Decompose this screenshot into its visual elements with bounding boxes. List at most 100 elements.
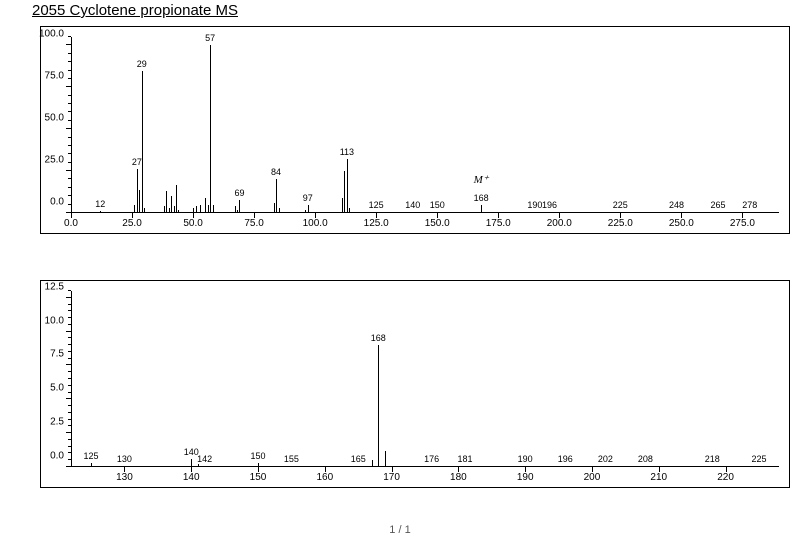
spectrum-peak: [376, 212, 377, 213]
spectrum-peak: [645, 466, 646, 467]
spectrum-peak: [605, 466, 606, 467]
spectrum-peak: [347, 159, 348, 213]
peak-label: 278: [742, 200, 757, 210]
peak-label: 196: [542, 200, 557, 210]
x-tick-label: 190: [517, 467, 534, 483]
spectrum-peak: [344, 171, 345, 213]
spectrum-peak: [291, 466, 292, 467]
spectrum-peak: [196, 206, 197, 213]
spectrum-peak: [378, 345, 379, 467]
x-tick-label: 160: [316, 467, 333, 483]
peak-label: 97: [303, 193, 313, 203]
peak-label: 248: [669, 200, 684, 210]
peak-label: 208: [638, 454, 653, 464]
spectrum-peak: [171, 196, 172, 213]
spectrum-peak: [372, 460, 373, 467]
spectrum-peak: [535, 212, 536, 213]
spectrum-peak: [235, 206, 236, 213]
spectrum-peak: [239, 200, 240, 213]
spectrum-peak: [237, 210, 238, 213]
spectrum-peak: [305, 210, 306, 213]
spectrum-peak: [200, 205, 201, 213]
x-tick-label: 275.0: [730, 213, 755, 229]
peak-label: 196: [558, 454, 573, 464]
spectrum-peak: [349, 208, 350, 213]
spectrum-peak: [134, 205, 135, 213]
spectrum-peak: [191, 459, 192, 467]
y-tick-label: 100.0: [39, 29, 71, 40]
peak-label: 168: [371, 333, 386, 343]
spectrum-peak: [712, 466, 713, 467]
x-tick-label: 220: [717, 467, 734, 483]
spectrum-peak: [676, 212, 677, 213]
peak-label: 12: [95, 199, 105, 209]
peak-label: 265: [710, 200, 725, 210]
peak-label: 27: [132, 157, 142, 167]
bottom-spectrum-chart: 0.02.55.07.510.012.513014015016017018019…: [40, 280, 790, 488]
x-tick-label: 250.0: [669, 213, 694, 229]
peak-label: 168: [474, 193, 489, 203]
spectrum-peak: [176, 185, 177, 213]
spectrum-peak: [759, 466, 760, 467]
peak-label: 130: [117, 454, 132, 464]
x-tick-label: 125.0: [364, 213, 389, 229]
x-tick-label: 170: [383, 467, 400, 483]
x-tick-label: 200: [584, 467, 601, 483]
y-tick-label: 25.0: [45, 155, 71, 166]
page-title: 2055 Cyclotene propionate MS: [32, 2, 238, 19]
x-tick-label: 150.0: [425, 213, 450, 229]
spectrum-peak: [210, 45, 211, 213]
spectrum-peak: [198, 464, 199, 467]
spectrum-peak: [178, 210, 179, 213]
x-tick-label: 130: [116, 467, 133, 483]
spectrum-peak: [279, 208, 280, 213]
spectrum-peak: [91, 463, 92, 467]
y-tick-label: 75.0: [45, 71, 71, 82]
spectrum-peak: [213, 205, 214, 213]
spectrum-peak: [208, 205, 209, 213]
spectrum-peak: [308, 205, 309, 213]
spectrum-peak: [437, 212, 438, 213]
spectrum-peak: [193, 208, 194, 213]
spectrum-peak: [276, 179, 277, 213]
spectrum-peak: [358, 466, 359, 467]
x-tick-label: 180: [450, 467, 467, 483]
peak-label: 142: [197, 454, 212, 464]
peak-label: 225: [613, 200, 628, 210]
spectrum-peak: [342, 198, 343, 213]
spectrum-peak: [124, 466, 125, 467]
x-tick-label: 200.0: [547, 213, 572, 229]
peak-label: 69: [234, 188, 244, 198]
top-spectrum-chart: 0.025.050.075.0100.00.025.050.075.0100.0…: [40, 26, 790, 234]
peak-label: 113: [340, 147, 354, 157]
spectrum-peak: [174, 206, 175, 213]
spectrum-peak: [413, 212, 414, 213]
spectrum-peak: [139, 190, 140, 213]
peak-label: 150: [430, 200, 445, 210]
spectrum-peak: [258, 463, 259, 467]
spectrum-peak: [274, 203, 275, 213]
spectrum-peak: [100, 211, 101, 213]
x-tick-label: 25.0: [122, 213, 141, 229]
y-tick-label: 50.0: [45, 113, 71, 124]
peak-label: 176: [424, 454, 439, 464]
spectrum-peak: [385, 451, 386, 467]
peak-label: 218: [705, 454, 720, 464]
spectrum-peak: [205, 198, 206, 213]
spectrum-peak: [144, 208, 145, 213]
spectrum-peak: [620, 212, 621, 213]
spectrum-peak: [465, 466, 466, 467]
spectrum-peak: [142, 71, 143, 213]
x-tick-label: 150: [250, 467, 267, 483]
peak-label: 84: [271, 167, 281, 177]
peak-label: 140: [405, 200, 420, 210]
spectrum-peak: [164, 206, 165, 213]
x-tick-label: 75.0: [244, 213, 263, 229]
peak-label: 165: [351, 454, 366, 464]
spectrum-peak: [525, 466, 526, 467]
spectrum-peak: [432, 466, 433, 467]
peak-label: 29: [137, 59, 147, 69]
page-footer: 1 / 1: [0, 524, 800, 536]
peak-label: 181: [458, 454, 473, 464]
peak-label: 190: [518, 454, 533, 464]
